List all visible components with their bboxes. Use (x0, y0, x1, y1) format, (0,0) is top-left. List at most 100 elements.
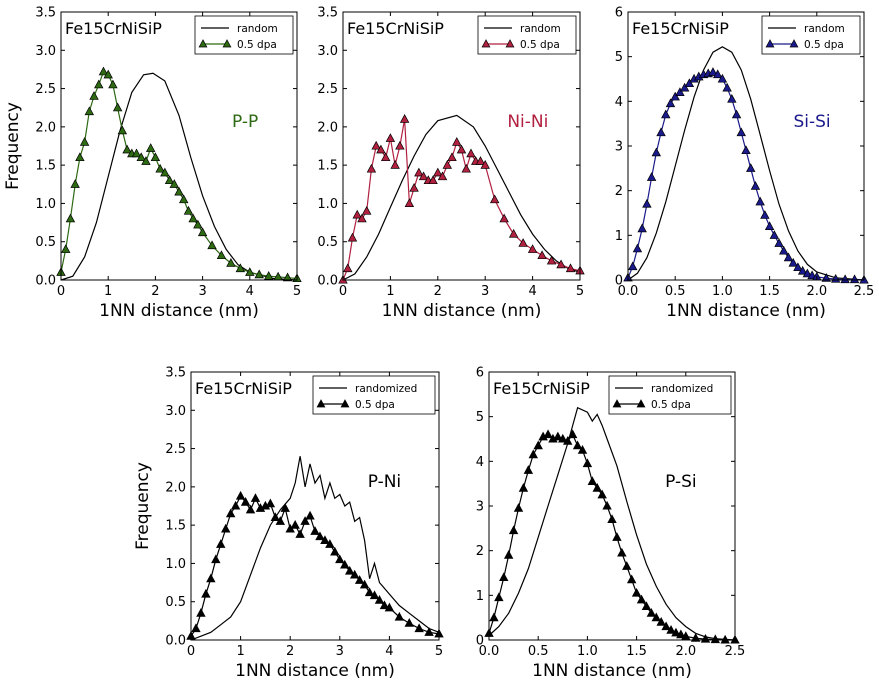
data-point (145, 143, 156, 152)
x-tick-label: 3 (336, 644, 344, 659)
data-point (374, 595, 385, 604)
data-point (230, 500, 241, 510)
data-point (282, 272, 293, 282)
y-tick-label: 2.5 (35, 82, 56, 97)
data-point (556, 259, 566, 269)
data-point (164, 175, 175, 185)
x-tick-label: 2 (151, 284, 159, 299)
data-point (537, 250, 547, 260)
y-tick-label: 3 (476, 500, 484, 515)
x-axis-label: 1NN distance (nm) (99, 301, 259, 321)
data-point (310, 526, 320, 535)
data-point (563, 436, 573, 445)
data-point (656, 616, 666, 626)
data-point (727, 93, 737, 103)
data-point (442, 159, 452, 169)
data-point (352, 209, 362, 219)
x-tick-label: 0.5 (665, 284, 686, 299)
x-tick-label: 0 (57, 284, 65, 299)
data-point (783, 252, 794, 262)
data-point (676, 629, 686, 639)
data-point (452, 137, 462, 146)
data-point (508, 525, 519, 535)
data-point (300, 516, 310, 525)
x-tick-label: 2 (286, 644, 294, 659)
data-point (670, 91, 680, 101)
data-point (275, 516, 285, 525)
data-point (235, 490, 246, 500)
x-tick-label: 0.0 (479, 644, 500, 659)
data-point (361, 205, 372, 215)
x-axis-label: 1NN distance (nm) (532, 661, 692, 681)
data-point (79, 137, 90, 146)
y-tick-label: 1.5 (317, 159, 338, 174)
data-point (193, 219, 203, 229)
y-tick-label: 0 (476, 634, 484, 649)
data-point (188, 213, 198, 223)
data-point (684, 78, 695, 88)
data-point (379, 600, 390, 610)
data-point (349, 569, 360, 579)
plot-title: Fe15CrNiSiP (65, 19, 162, 38)
legend-marker (636, 399, 646, 408)
x-tick-label: 3 (198, 284, 206, 299)
y-tick-label: 2.0 (35, 120, 56, 135)
y-tick-label: 3 (615, 140, 623, 155)
data-point (103, 69, 113, 79)
data-point (174, 186, 184, 196)
data-point (235, 263, 246, 273)
x-tick-label: 1.0 (712, 284, 733, 299)
data-point (602, 500, 612, 510)
data-point (558, 433, 568, 443)
series-line (342, 114, 581, 281)
data-point (191, 623, 201, 633)
x-tick-label: 1 (104, 284, 112, 299)
y-tick-label: 0.5 (35, 235, 56, 250)
y-tick-label: 3.0 (317, 44, 338, 59)
series-line (190, 456, 440, 641)
data-point (347, 232, 358, 242)
x-tick-label: 2 (434, 284, 442, 299)
data-point (395, 140, 405, 150)
data-point (354, 575, 365, 584)
legend-marker (765, 39, 775, 48)
data-point (409, 182, 419, 192)
x-tick-label: 2.0 (675, 644, 696, 659)
data-point (335, 554, 345, 564)
data-point (665, 98, 676, 108)
x-tick-label: 0.5 (528, 644, 549, 659)
y-tick-label: 6 (476, 366, 484, 381)
data-point (567, 429, 578, 439)
data-point (61, 244, 71, 253)
x-tick-label: 4 (385, 644, 393, 659)
legend-label: randomized (651, 383, 713, 395)
data-point (480, 159, 490, 169)
data-point (150, 152, 161, 162)
y-tick-label: 1.0 (165, 557, 186, 572)
data-point (518, 238, 528, 247)
plot-title: Fe15CrNiSiP (195, 379, 292, 398)
data-point (597, 489, 607, 499)
series-irradiated (338, 114, 585, 284)
y-tick-label: 5 (476, 410, 484, 425)
data-point (357, 213, 367, 223)
legend-marker (505, 39, 515, 48)
legend: randomized 0.5 dpa (312, 375, 436, 415)
data-point (433, 167, 443, 177)
data-point (508, 228, 519, 238)
data-point (131, 148, 142, 158)
y-tick-label: 2.0 (165, 480, 186, 495)
data-point (607, 514, 617, 523)
legend: randomized 0.5 dpa (608, 375, 732, 415)
series-random (488, 406, 736, 641)
data-point (774, 238, 784, 247)
data-point (661, 109, 671, 119)
data-point (802, 268, 813, 278)
x-tick-label: 0.0 (618, 284, 639, 299)
data-point (345, 565, 355, 575)
legend-label: random (804, 23, 845, 35)
data-point (741, 145, 751, 155)
data-point (122, 144, 132, 154)
data-point (369, 590, 380, 600)
y-tick-label: 3.5 (35, 6, 56, 21)
